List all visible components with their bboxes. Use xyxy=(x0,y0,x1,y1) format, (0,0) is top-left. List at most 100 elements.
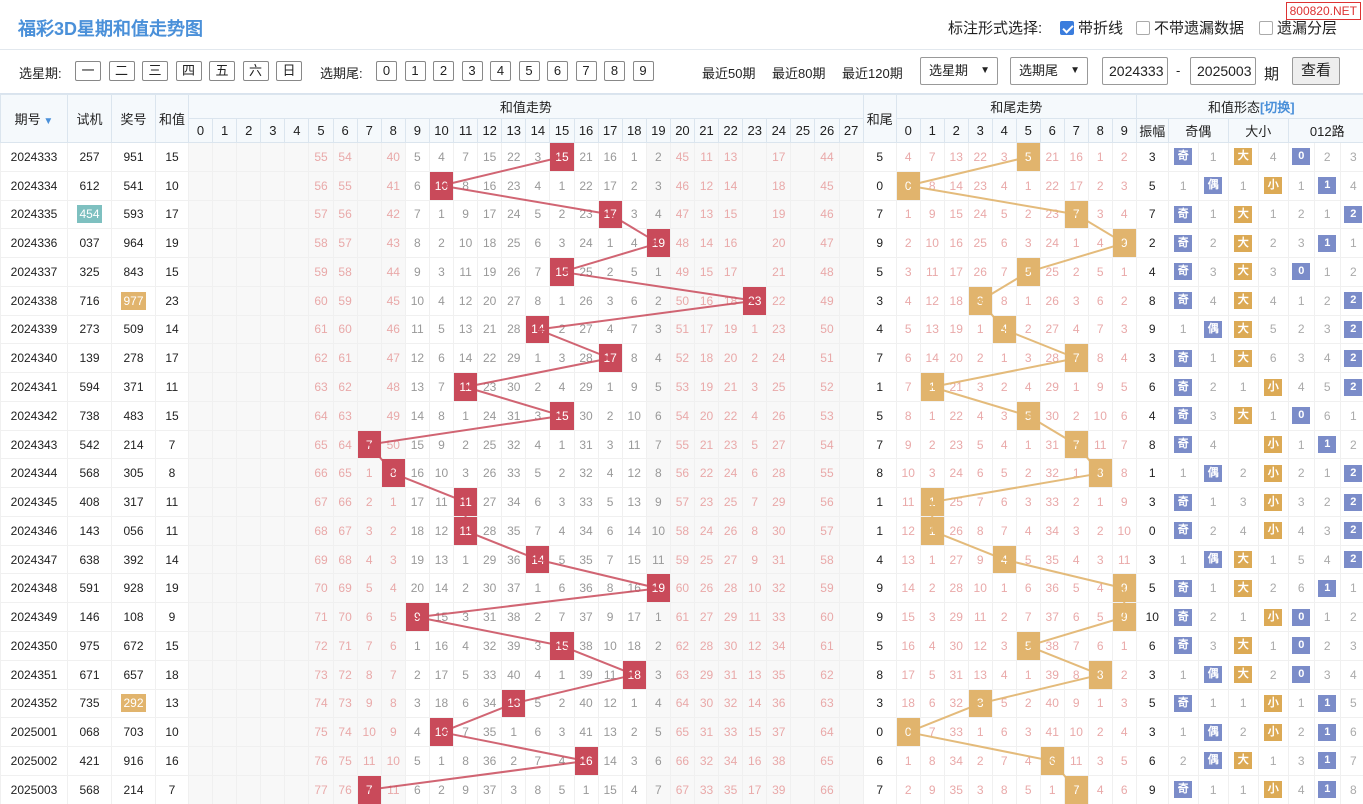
tail-button[interactable]: 2 xyxy=(433,61,454,81)
sum-miss-cell: 11 xyxy=(380,774,406,804)
top-bar: 福彩3D星期和值走势图 标注形式选择: 带折线 不带遗漏数据 遗漏分层 8008… xyxy=(0,0,1363,50)
sum-miss-cell xyxy=(790,602,816,633)
tail-button[interactable]: 8 xyxy=(604,61,625,81)
tail-miss-cell: 4 xyxy=(895,285,921,316)
sum-miss-cell: 33 xyxy=(718,717,744,748)
query-button[interactable]: 查看 xyxy=(1292,57,1340,85)
col-period-label: 期号 xyxy=(14,112,41,127)
big-small-miss: 1 xyxy=(1239,782,1247,797)
week-button[interactable]: 一 xyxy=(75,61,101,81)
tail-number-header: 0 xyxy=(895,118,921,143)
road-miss: 3 xyxy=(1349,638,1357,653)
road-cell: 4 xyxy=(1287,372,1315,402)
sum-miss-cell: 29 xyxy=(718,602,744,633)
draw-number: 214 xyxy=(123,437,144,452)
tail-button[interactable]: 5 xyxy=(518,61,540,81)
sum-miss-cell: 7 xyxy=(525,515,551,546)
sum-miss-cell xyxy=(260,544,286,575)
sum-miss-cell: 2 xyxy=(549,458,575,489)
sum-miss-cell xyxy=(212,746,238,776)
sum-miss-cell: 30 xyxy=(477,573,503,604)
sum-miss-cell: 56 xyxy=(669,458,695,489)
checkbox-icon[interactable] xyxy=(1136,20,1150,35)
tail-miss-cell: 8 xyxy=(1087,343,1113,374)
test-number-cell: 716 xyxy=(67,285,112,316)
tail-button[interactable]: 0 xyxy=(376,61,397,81)
tail-miss-cell: 7 xyxy=(991,515,1017,546)
sum-miss-cell xyxy=(284,717,310,748)
sum-miss-cell xyxy=(790,774,816,804)
draw-number-cell: 483 xyxy=(111,400,156,431)
odd-cell: 奇 xyxy=(1167,400,1199,431)
week-button[interactable]: 二 xyxy=(108,61,135,81)
switch-link[interactable]: [切换] xyxy=(1259,100,1295,115)
sum-miss-cell: 1 xyxy=(501,717,527,748)
tail-button[interactable]: 4 xyxy=(490,61,511,81)
sum-miss-cell: 6 xyxy=(742,458,768,489)
sum-miss-cell xyxy=(790,372,816,402)
week-select[interactable]: 选星期 ▼ xyxy=(920,57,998,85)
sum-miss-cell: 49 xyxy=(380,400,406,431)
sum-number-header: 21 xyxy=(693,118,720,143)
sum-miss-cell: 1 xyxy=(356,458,382,489)
sum-miss-cell xyxy=(742,170,768,201)
sum-miss-cell xyxy=(260,372,286,402)
odd-cell: 奇 xyxy=(1167,285,1199,316)
tail-select[interactable]: 选期尾 ▼ xyxy=(1010,57,1088,85)
tail-miss-cell: 5 xyxy=(991,199,1017,230)
sum-miss-cell xyxy=(260,343,286,374)
sum-miss-cell: 25 xyxy=(693,544,720,575)
even-tag: 偶 xyxy=(1204,551,1223,569)
even-tag: 偶 xyxy=(1204,320,1223,338)
test-number-cell: 568 xyxy=(67,774,112,804)
sum-miss-cell: 38 xyxy=(501,602,527,633)
sum-miss-cell xyxy=(187,285,214,316)
week-button[interactable]: 四 xyxy=(175,61,202,81)
tail-button[interactable]: 1 xyxy=(404,61,426,81)
road-cell: 3 xyxy=(1287,343,1315,374)
sum-miss-cell: 8 xyxy=(428,400,455,431)
road-cell: 1 xyxy=(1313,573,1341,604)
even-cell: 2 xyxy=(1197,602,1229,633)
week-button[interactable]: 日 xyxy=(276,61,302,81)
sum-miss-cell xyxy=(236,774,262,804)
odd-cell: 奇 xyxy=(1167,515,1199,546)
option-no-miss[interactable]: 不带遗漏数据 xyxy=(1136,17,1244,38)
recent-80-link[interactable]: 最近80期 xyxy=(772,66,826,81)
sum-miss-cell xyxy=(284,602,310,633)
tail-button[interactable]: 6 xyxy=(547,61,568,81)
draw-number: 843 xyxy=(123,264,144,279)
tail-button[interactable]: 3 xyxy=(461,61,483,81)
sum-miss-cell: 10 xyxy=(597,631,623,661)
sort-down-icon[interactable]: ▼ xyxy=(40,116,54,127)
tail-button[interactable]: 7 xyxy=(575,61,597,81)
checkbox-icon[interactable] xyxy=(1259,20,1273,35)
recent-50-link[interactable]: 最近50期 xyxy=(702,66,756,81)
road-tag: 2 xyxy=(1344,320,1363,338)
big-cell: 大 xyxy=(1227,285,1259,316)
to-period-input[interactable]: 2025003 xyxy=(1190,57,1256,85)
from-period-input[interactable]: 2024333 xyxy=(1102,57,1168,85)
tail-miss-cell: 10 xyxy=(1111,515,1137,546)
small-cell: 小 xyxy=(1257,602,1289,633)
tail-button[interactable]: 9 xyxy=(632,61,654,81)
sum-miss-cell xyxy=(187,257,214,287)
checkbox-checked-icon[interactable] xyxy=(1060,20,1074,35)
sum-miss-cell: 67 xyxy=(669,774,695,804)
tail-miss-cell: 25 xyxy=(943,487,969,517)
recent-120-link[interactable]: 最近120期 xyxy=(842,66,903,81)
draw-number-cell: 371 xyxy=(111,372,156,402)
option-with-line[interactable]: 带折线 xyxy=(1060,17,1123,38)
col-period[interactable]: 期号 ▼ xyxy=(0,94,68,143)
week-button[interactable]: 三 xyxy=(142,61,168,81)
sum-miss-cell: 19 xyxy=(718,314,744,345)
sum-miss-cell: 11 xyxy=(693,142,720,172)
week-button[interactable]: 六 xyxy=(242,61,269,81)
sum-miss-cell: 16 xyxy=(428,631,455,661)
week-button[interactable]: 五 xyxy=(209,61,235,81)
sum-miss-cell: 33 xyxy=(477,659,503,690)
tail-miss-cell: 12 xyxy=(895,515,921,546)
big-small-miss: 2 xyxy=(1269,236,1277,251)
option-layer[interactable]: 遗漏分层 xyxy=(1259,17,1337,38)
sum-miss-cell xyxy=(212,774,238,804)
